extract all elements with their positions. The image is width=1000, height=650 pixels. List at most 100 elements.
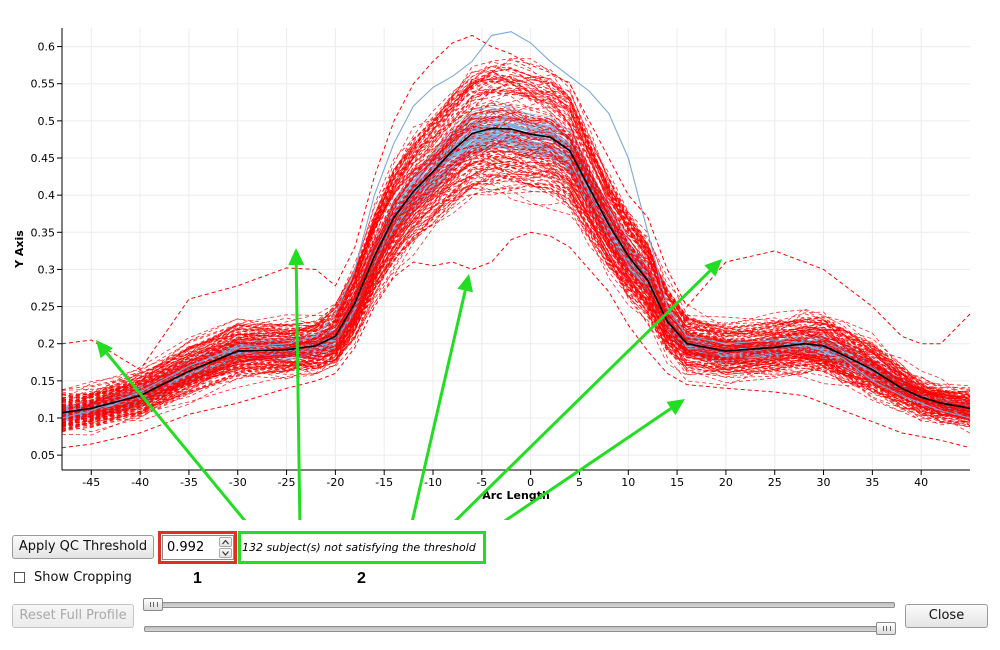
- axis-ticks: -45 -40 -35 -30 -25 -20 -15 -10 -5 0 5 10 15 20 25 30 35…: [31, 41, 929, 489]
- qc-threshold-input[interactable]: [165, 538, 219, 557]
- failing-profile: [61, 179, 971, 428]
- upper-failing-profile-line: [61, 34, 971, 371]
- x-tick-label: 20: [719, 476, 733, 489]
- failing-profile: [61, 151, 971, 418]
- failing-profile: [61, 91, 971, 413]
- annotation-arrow-line: [454, 269, 711, 520]
- show-cropping-label: Show Cropping: [34, 570, 132, 585]
- failing-profile: [61, 137, 971, 426]
- y-tick-label: 0.25: [31, 301, 56, 314]
- close-button[interactable]: Close: [905, 604, 988, 628]
- failing-profile: [61, 155, 971, 425]
- failing-profile: [61, 65, 971, 397]
- failing-profile: [61, 111, 971, 411]
- x-tick-label: -40: [131, 476, 149, 489]
- x-tick-label: -45: [82, 476, 100, 489]
- x-tick-label: -20: [326, 476, 344, 489]
- failing-profile: [61, 119, 971, 412]
- y-axis-label: Y Axis: [13, 230, 26, 269]
- failing-profile: [61, 168, 971, 424]
- y-tick-label: 0.55: [31, 78, 56, 91]
- y-tick-label: 0.1: [38, 412, 56, 425]
- crop-start-slider-handle[interactable]: [143, 598, 163, 611]
- lower-failing-profile-line: [61, 231, 971, 449]
- failing-profile: [61, 170, 971, 433]
- failing-profile: [61, 76, 971, 410]
- x-tick-label: -35: [180, 476, 198, 489]
- failing-profile: [61, 169, 971, 429]
- y-tick-label: 0.45: [31, 152, 56, 165]
- failing-profile: [61, 58, 971, 404]
- qc-threshold-spinbox[interactable]: [162, 535, 234, 560]
- failing-profile: [61, 128, 971, 423]
- annotation-arrow-line: [503, 407, 672, 520]
- annotation-arrow-head: [96, 340, 113, 359]
- annotation-arrow-line: [105, 352, 247, 520]
- crop-start-slider[interactable]: [144, 602, 895, 608]
- qc-threshold-highlight-box: [158, 531, 237, 564]
- annotation-label-2: 2: [357, 570, 366, 587]
- failing-profile: [61, 151, 971, 424]
- failing-profile: [61, 73, 971, 397]
- x-tick-label: -15: [375, 476, 393, 489]
- failing-profile: [61, 117, 971, 418]
- plot-area: [62, 28, 970, 470]
- x-tick-label: -5: [476, 476, 487, 489]
- y-tick-label: 0.15: [31, 375, 56, 388]
- failing-profile: [61, 109, 971, 409]
- failing-profile: [61, 78, 971, 399]
- annotation-arrow-head: [666, 399, 685, 416]
- x-tick-label: 10: [621, 476, 635, 489]
- failing-profile: [61, 117, 971, 402]
- failing-profile: [61, 102, 971, 408]
- failing-profile: [61, 75, 971, 406]
- upper-passing-profile-line: [61, 31, 971, 419]
- failing-profile: [61, 111, 971, 410]
- failing-profile: [61, 149, 971, 431]
- x-axis-label: Arc Length: [482, 489, 550, 502]
- failing-profile: [61, 169, 971, 427]
- spin-down-arrow[interactable]: [219, 548, 232, 558]
- x-tick-label: 35: [865, 476, 879, 489]
- failing-profile: [61, 127, 971, 426]
- x-tick-label: -25: [278, 476, 296, 489]
- reset-full-profile-button[interactable]: Reset Full Profile: [12, 604, 134, 628]
- x-tick-label: 30: [817, 476, 831, 489]
- x-tick-label: 15: [670, 476, 684, 489]
- annotation-arrow-head: [704, 259, 722, 277]
- failing-profile: [61, 116, 971, 421]
- y-tick-label: 0.05: [31, 449, 56, 462]
- failing-profile: [61, 99, 971, 407]
- y-tick-label: 0.3: [38, 263, 56, 276]
- failing-profile: [61, 173, 971, 419]
- failing-profile: [61, 74, 971, 404]
- failing-profile: [61, 75, 971, 399]
- crop-end-slider[interactable]: [144, 626, 895, 632]
- series-layer: [61, 31, 971, 449]
- failing-profile: [61, 184, 971, 425]
- status-text: 132 subject(s) not satisfying the thresh…: [242, 541, 476, 554]
- show-cropping-checkbox[interactable]: [14, 572, 25, 583]
- crop-end-slider-handle[interactable]: [876, 622, 896, 635]
- failing-profile: [61, 145, 971, 421]
- spin-up-arrow[interactable]: [219, 537, 232, 547]
- failing-profile: [61, 160, 971, 424]
- failing-profile: [61, 138, 971, 420]
- y-tick-label: 0.5: [38, 115, 56, 128]
- apply-qc-threshold-button[interactable]: Apply QC Threshold: [12, 535, 154, 559]
- failing-profile: [61, 82, 971, 408]
- failing-profile: [61, 135, 971, 428]
- x-tick-label: 25: [768, 476, 782, 489]
- x-tick-label: -10: [424, 476, 442, 489]
- status-highlight-box: [238, 531, 486, 564]
- failing-profile: [61, 164, 971, 426]
- failing-profile: [61, 144, 971, 425]
- y-tick-label: 0.2: [38, 338, 56, 351]
- failing-profile: [61, 150, 971, 418]
- failing-profile: [61, 153, 971, 419]
- failing-profile: [61, 110, 971, 418]
- y-tick-label: 0.35: [31, 226, 56, 239]
- failing-profile: [61, 63, 971, 401]
- x-tick-label: 0: [527, 476, 534, 489]
- profile-band: [61, 58, 971, 436]
